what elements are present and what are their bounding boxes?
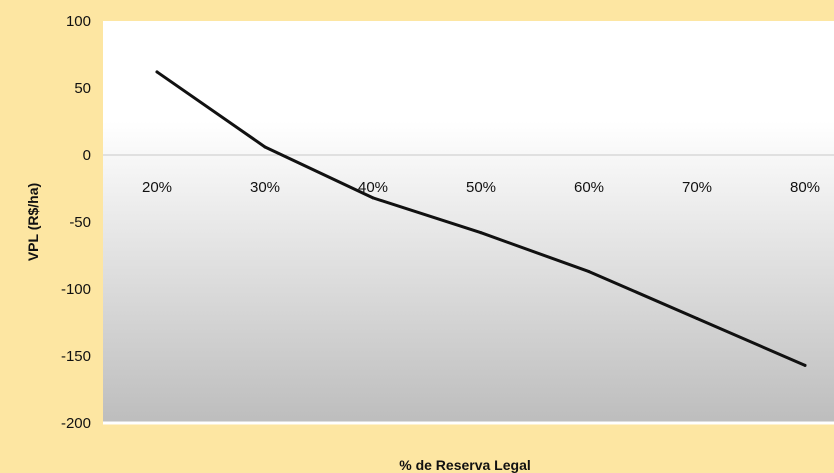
y-tick-label: -200: [61, 415, 91, 432]
x-tick-label: 30%: [250, 179, 280, 196]
data-point: [587, 270, 591, 274]
series-points: [155, 70, 807, 367]
data-point: [155, 70, 159, 74]
x-tick-label: 50%: [466, 179, 496, 196]
x-axis-label: % de Reserva Legal: [399, 457, 531, 473]
x-axis-ticks: 20% 30% 40% 50% 60% 70% 80%: [142, 179, 820, 196]
y-axis-label: VPL (R$/ha): [25, 183, 41, 261]
y-tick-label: 100: [66, 13, 91, 30]
data-point: [695, 316, 699, 320]
y-axis-ticks: 100 50 0 -50 -100 -150 -200: [61, 13, 91, 432]
x-tick-label: 40%: [358, 179, 388, 196]
y-tick-label: 50: [74, 80, 91, 97]
y-tick-label: -50: [69, 214, 91, 231]
y-tick-label: -150: [61, 348, 91, 365]
y-tick-label: 0: [83, 147, 91, 164]
data-point: [263, 145, 267, 149]
x-tick-label: 20%: [142, 179, 172, 196]
data-point: [803, 363, 807, 367]
y-tick-label: -100: [61, 281, 91, 298]
x-tick-label: 60%: [574, 179, 604, 196]
plot-area: [103, 21, 834, 423]
x-tick-label: 80%: [790, 179, 820, 196]
data-point: [371, 196, 375, 200]
x-tick-label: 70%: [682, 179, 712, 196]
data-point: [479, 231, 483, 235]
